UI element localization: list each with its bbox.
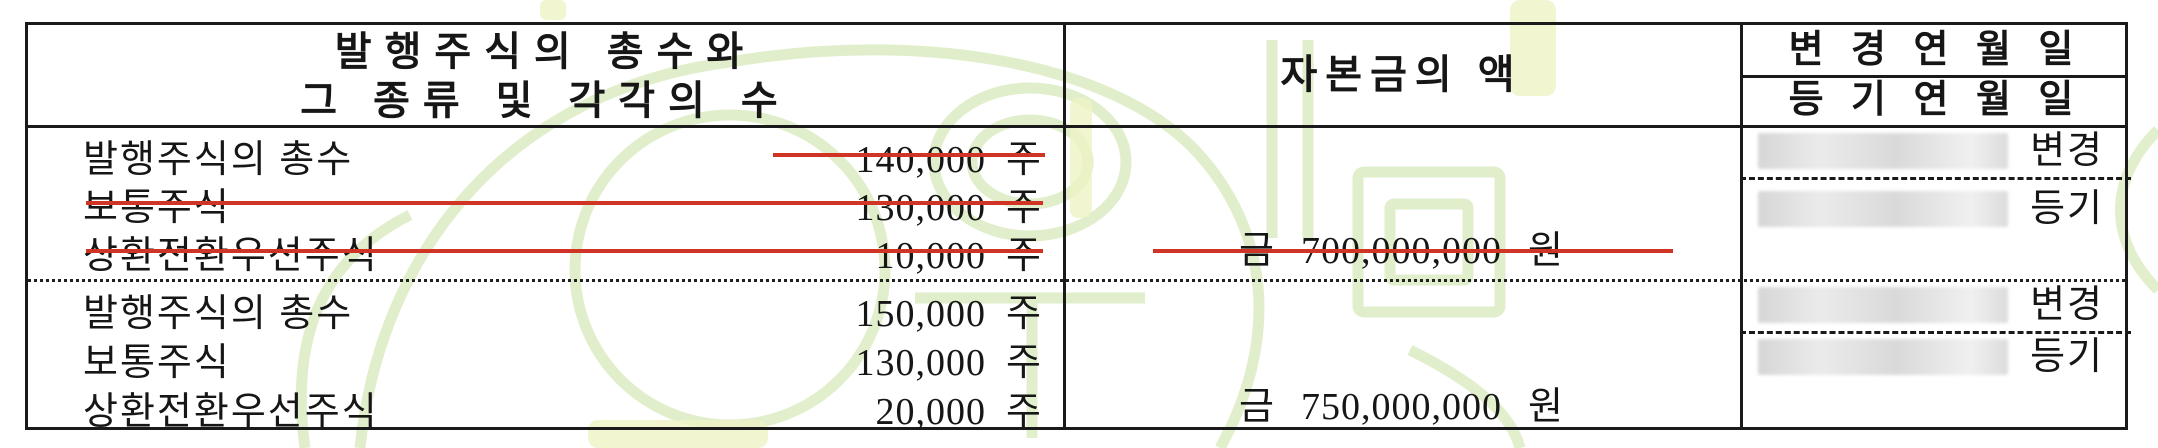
share-count: 20,000 — [875, 390, 987, 433]
share-count: 130,000 — [855, 186, 987, 229]
column-divider-capital-dates — [1740, 25, 1743, 427]
header-shares-line2: 그 종류 및 각각의 수 — [300, 78, 791, 123]
share-unit: 주 — [1006, 138, 1041, 181]
capital-amount-new: 금 750,000,000 원 — [1063, 383, 1740, 431]
share-row-value: 150,000 주 — [856, 282, 1041, 337]
share-row-common-new: 보통주식 130,000 주 — [83, 334, 1041, 384]
redacted-change-date — [1758, 287, 2008, 323]
registration-date-label: 등기 — [2030, 336, 2104, 378]
share-unit: 주 — [1006, 390, 1041, 433]
share-row-value: 130,000 주 — [856, 331, 1041, 386]
registration-date-label: 등기 — [2030, 188, 2104, 230]
capital-prefix: 금 — [1239, 386, 1275, 428]
capital-value: 750,000,000 — [1301, 386, 1502, 428]
share-row-label: 보통주식 — [83, 186, 231, 229]
date-header-divider-line — [1740, 75, 2125, 78]
header-shares-column: 발행주식의 총수와 그 종류 및 각각의 수 — [28, 25, 1063, 125]
date-row-divider — [1740, 331, 2131, 334]
redacted-registration-date — [1758, 191, 2008, 227]
header-change-date: 변 경 연 월 일 — [1788, 29, 2083, 71]
change-date-label: 변경 — [2030, 130, 2104, 172]
strikethrough-line — [86, 249, 1043, 253]
change-date-label: 변경 — [2030, 284, 2104, 326]
record-block-separator — [28, 279, 2125, 282]
strikethrough-line — [86, 201, 1043, 205]
header-capital-column: 자본금의 액 — [1280, 52, 1523, 97]
shares-and-capital-table: 발행주식의 총수와 그 종류 및 각각의 수 자본금의 액 변 경 연 월 일 … — [25, 22, 2131, 433]
share-row-label: 발행주식의 총수 — [83, 292, 354, 335]
strikethrough-line — [1153, 249, 1673, 253]
share-unit: 주 — [1006, 341, 1041, 384]
share-row-label: 발행주식의 총수 — [83, 138, 354, 181]
redacted-change-date — [1758, 133, 2008, 169]
share-row-preferred-new: 상환전환우선주식 20,000 주 — [83, 383, 1041, 433]
share-count: 140,000 — [855, 138, 987, 181]
share-count: 130,000 — [855, 341, 987, 384]
capital-unit: 원 — [1528, 386, 1564, 428]
header-registration-date: 등 기 연 월 일 — [1788, 79, 2083, 121]
share-row-label: 보통주식 — [83, 341, 231, 384]
header-shares-line1: 발행주식의 총수와 — [334, 29, 757, 74]
share-row-value: 20,000 주 — [876, 380, 1041, 435]
date-row-divider — [1740, 177, 2131, 180]
redacted-registration-date — [1758, 339, 2008, 375]
share-unit: 주 — [1006, 292, 1041, 335]
share-row-total-new: 발행주식의 총수 150,000 주 — [83, 285, 1041, 335]
share-unit: 주 — [1006, 186, 1041, 229]
share-row-value: 10,000 주 — [876, 224, 1041, 279]
share-count: 150,000 — [855, 292, 987, 335]
strikethrough-line — [773, 153, 1045, 157]
share-count: 10,000 — [875, 234, 987, 277]
share-row-label: 상환전환우선주식 — [83, 390, 379, 433]
share-unit: 주 — [1006, 234, 1041, 277]
